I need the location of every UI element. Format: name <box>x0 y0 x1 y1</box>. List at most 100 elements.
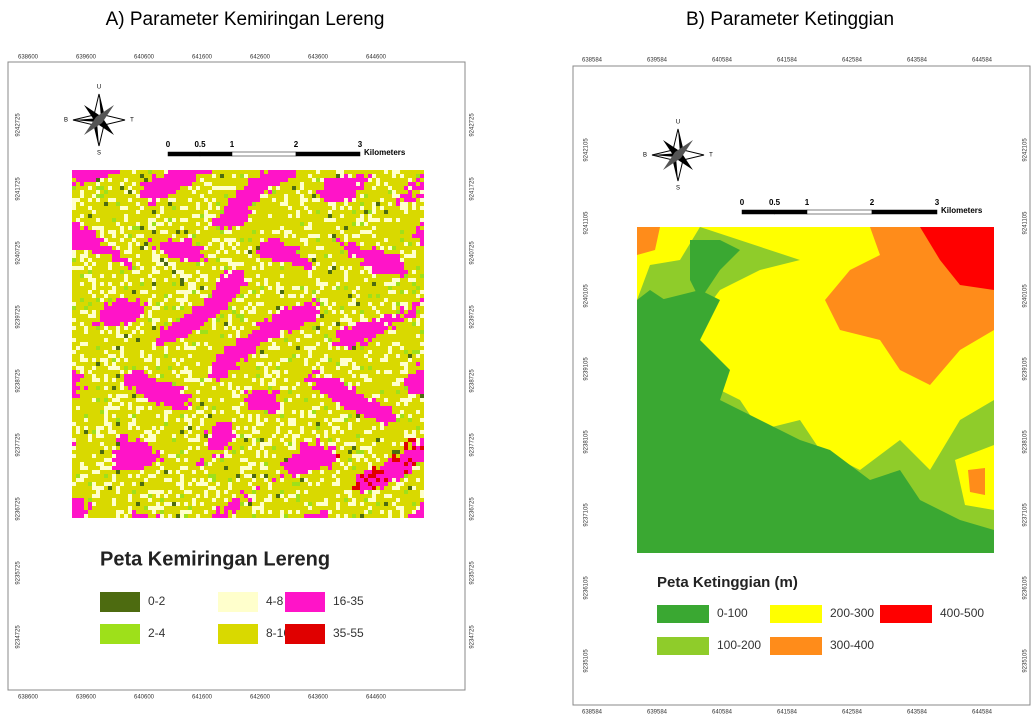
raster-cell <box>272 202 276 206</box>
raster-cell <box>244 306 248 310</box>
raster-cell <box>316 266 320 270</box>
raster-cell <box>244 334 248 338</box>
raster-cell <box>152 346 156 350</box>
raster-cell <box>328 386 332 390</box>
raster-cell <box>372 194 376 198</box>
raster-cell <box>364 218 368 222</box>
raster-cell <box>240 242 244 246</box>
raster-cell <box>136 302 140 306</box>
raster-cell <box>144 174 148 178</box>
raster-cell <box>96 266 100 270</box>
raster-cell <box>104 202 108 206</box>
raster-cell <box>356 262 360 266</box>
raster-cell <box>372 338 376 342</box>
raster-cell <box>172 338 176 342</box>
raster-cell <box>88 246 92 250</box>
raster-cell <box>92 298 96 302</box>
raster-cell <box>156 334 160 338</box>
raster-cell <box>124 318 128 322</box>
raster-cell <box>180 338 184 342</box>
raster-cell <box>312 186 316 190</box>
raster-cell <box>88 310 92 314</box>
raster-cell <box>304 354 308 358</box>
raster-cell <box>328 278 332 282</box>
raster-cell <box>336 374 340 378</box>
raster-cell <box>376 302 380 306</box>
raster-cell <box>284 218 288 222</box>
raster-cell <box>88 190 92 194</box>
raster-cell <box>244 186 248 190</box>
raster-cell <box>224 382 228 386</box>
raster-cell <box>224 358 228 362</box>
raster-cell <box>200 234 204 238</box>
raster-cell <box>72 298 76 302</box>
raster-cell <box>252 222 256 226</box>
raster-cell <box>232 238 236 242</box>
raster-cell <box>280 290 284 294</box>
raster-cell <box>92 210 96 214</box>
raster-cell <box>320 370 324 374</box>
raster-cell <box>400 246 404 250</box>
raster-cell <box>180 186 184 190</box>
raster-cell <box>172 182 176 186</box>
raster-cell <box>312 222 316 226</box>
raster-cell <box>412 254 416 258</box>
raster-cell <box>128 294 132 298</box>
raster-cell <box>280 330 284 334</box>
raster-cell <box>136 242 140 246</box>
raster-cell <box>420 342 424 346</box>
raster-cell <box>72 294 76 298</box>
raster-cell <box>128 338 132 342</box>
raster-cell <box>244 174 248 178</box>
raster-cell <box>344 254 348 258</box>
raster-cell <box>264 178 268 182</box>
raster-cell <box>200 342 204 346</box>
raster-cell <box>324 226 328 230</box>
raster-cell <box>340 202 344 206</box>
raster-cell <box>260 170 264 174</box>
raster-cell <box>268 394 272 398</box>
raster-cell <box>420 202 424 206</box>
raster-cell <box>392 322 396 326</box>
raster-cell <box>300 278 304 282</box>
raster-cell <box>212 250 216 254</box>
raster-cell <box>152 370 156 374</box>
raster-cell <box>116 330 120 334</box>
raster-cell <box>236 390 240 394</box>
raster-cell <box>244 382 248 386</box>
raster-cell <box>300 214 304 218</box>
raster-cell <box>304 366 308 370</box>
raster-cell <box>72 370 76 374</box>
raster-cell <box>84 214 88 218</box>
raster-cell <box>144 370 148 374</box>
raster-cell <box>248 338 252 342</box>
raster-cell <box>140 310 144 314</box>
raster-cell <box>408 346 412 350</box>
raster-cell <box>240 302 244 306</box>
raster-cell <box>128 378 132 382</box>
raster-cell <box>148 366 152 370</box>
raster-cell <box>340 218 344 222</box>
raster-cell <box>244 230 248 234</box>
raster-cell <box>336 390 340 394</box>
raster-cell <box>72 182 76 186</box>
raster-cell <box>324 286 328 290</box>
raster-cell <box>244 358 248 362</box>
raster-cell <box>340 194 344 198</box>
raster-cell <box>320 246 324 250</box>
raster-cell <box>160 226 164 230</box>
raster-cell <box>228 270 232 274</box>
raster-cell <box>260 266 264 270</box>
raster-cell <box>128 334 132 338</box>
raster-cell <box>264 194 268 198</box>
raster-cell <box>332 218 336 222</box>
raster-cell <box>312 270 316 274</box>
raster-cell <box>292 370 296 374</box>
raster-cell <box>104 198 108 202</box>
raster-cell <box>368 390 372 394</box>
raster-cell <box>384 222 388 226</box>
raster-cell <box>156 322 160 326</box>
raster-cell <box>184 314 188 318</box>
raster-cell <box>380 218 384 222</box>
raster-cell <box>180 298 184 302</box>
